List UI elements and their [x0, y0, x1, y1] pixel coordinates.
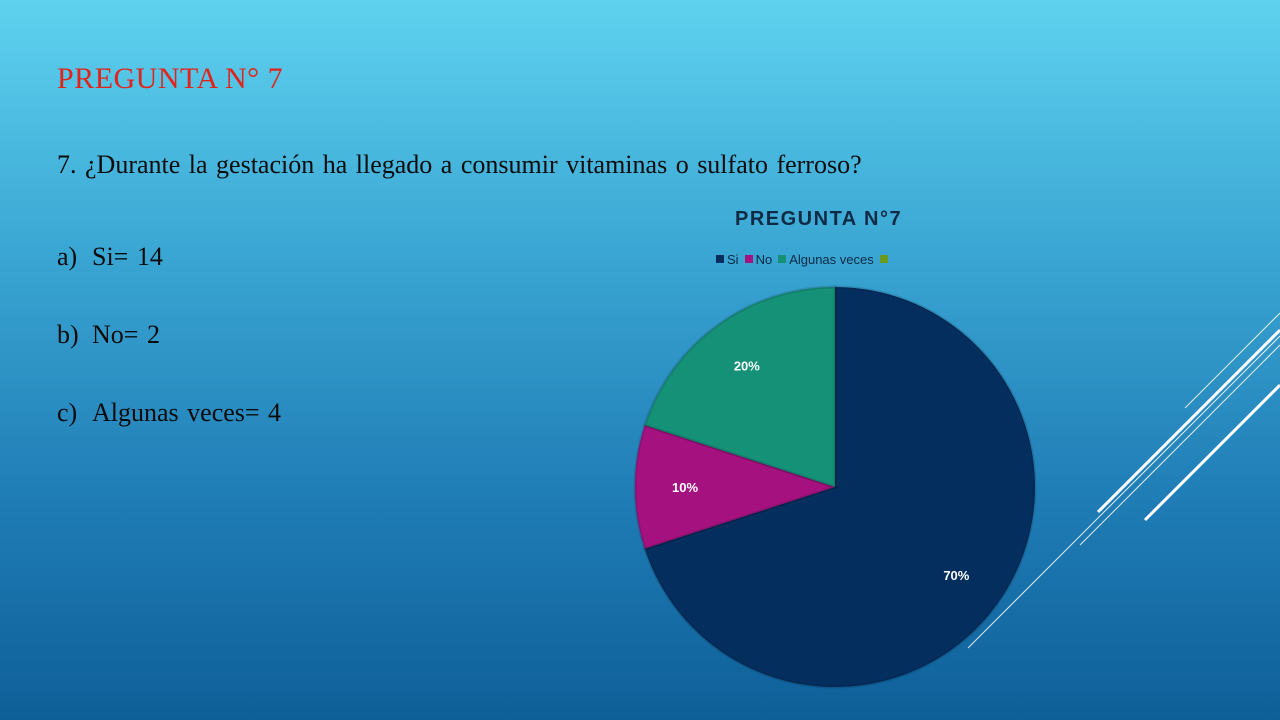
legend-item: Algunas veces: [778, 252, 874, 267]
legend-item: Si: [716, 252, 739, 267]
option-a: a) Si= 14: [57, 242, 163, 272]
option-a-letter: a): [57, 242, 78, 271]
deco-line: [1079, 344, 1280, 546]
pie-data-label: 20%: [734, 359, 760, 374]
option-a-text: Si= 14: [92, 242, 163, 271]
legend-item: No: [744, 251, 773, 267]
option-c: c) Algunas veces= 4: [57, 398, 281, 428]
deco-line: [1143, 383, 1280, 522]
pie-data-label: 70%: [943, 568, 969, 583]
chart-legend: Si No Algunas veces: [716, 251, 897, 267]
option-c-letter: c): [57, 398, 78, 427]
slide-title: PREGUNTA N° 7: [57, 62, 284, 95]
deco-line: [1184, 312, 1280, 409]
deco-line: [967, 335, 1280, 649]
legend-label: Si: [727, 251, 739, 267]
pie-data-label: 10%: [672, 480, 698, 495]
legend-swatch: [744, 255, 753, 263]
option-b-letter: b): [57, 320, 79, 349]
legend-swatch: [778, 255, 787, 263]
pie-slice-si: [642, 285, 1037, 689]
legend-swatch: [879, 255, 888, 263]
chart-title: PREGUNTA N°7: [735, 208, 903, 230]
option-c-text: Algunas veces= 4: [92, 398, 282, 427]
legend-label: No: [755, 251, 773, 267]
option-b-text: No= 2: [92, 320, 160, 349]
pie-slice-algunas-veces: [642, 285, 837, 490]
legend-item: [879, 255, 891, 263]
question-text: 7. ¿Durante la gestación ha llegado a co…: [57, 150, 862, 179]
deco-line: [1096, 328, 1280, 514]
pie-slice-no: [633, 423, 840, 551]
legend-label: Algunas veces: [789, 251, 874, 267]
legend-swatch: [716, 255, 724, 263]
option-b: b) No= 2: [57, 320, 160, 350]
